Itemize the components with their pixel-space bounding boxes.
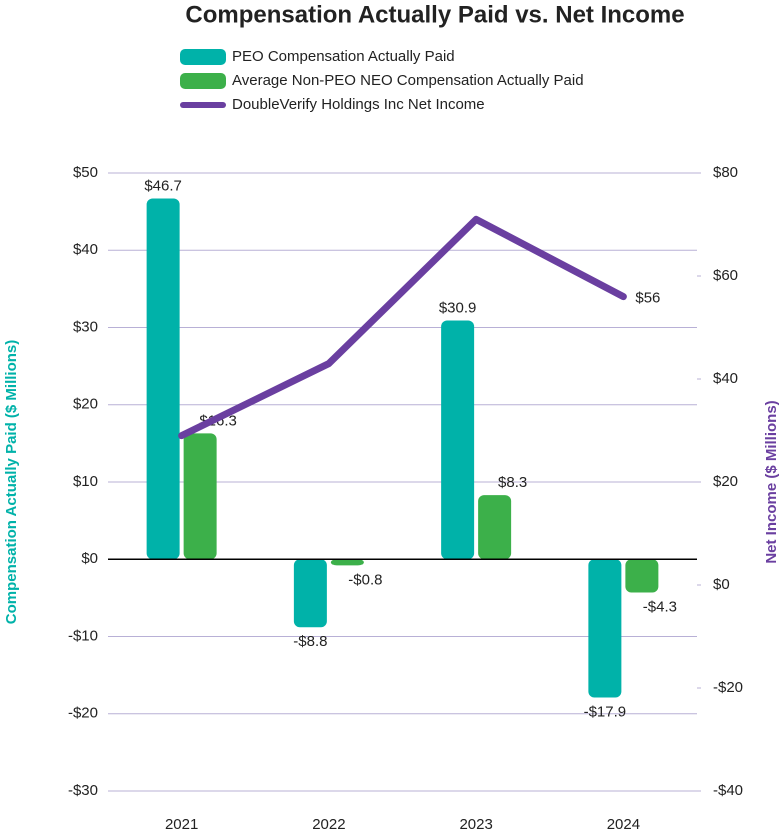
x-tick-label: 2023	[459, 816, 492, 833]
y2-tick-label: $80	[713, 164, 738, 181]
y-tick-label: -$30	[68, 782, 98, 799]
data-label: -$17.9	[584, 703, 627, 720]
bar	[588, 559, 622, 698]
y-tick-label: -$20	[68, 705, 98, 722]
bar	[293, 559, 327, 628]
data-label: -$4.3	[643, 598, 677, 615]
y-tick-label: $30	[73, 318, 98, 335]
x-tick-label: 2022	[312, 816, 345, 833]
data-label: -$0.8	[348, 571, 382, 588]
chart-title: Compensation Actually Paid vs. Net Incom…	[185, 1, 684, 28]
y2-tick-label: -$20	[713, 679, 743, 696]
y2-tick-label: $60	[713, 267, 738, 284]
legend-label: PEO Compensation Actually Paid	[232, 48, 455, 65]
y2-tick-label: -$40	[713, 782, 743, 799]
legend-swatch	[180, 49, 226, 65]
data-label: $8.3	[498, 474, 527, 491]
y-tick-label: -$10	[68, 627, 98, 644]
bar	[478, 495, 512, 560]
bar	[146, 198, 180, 560]
y-tick-label: $0	[81, 550, 98, 567]
bar	[183, 433, 217, 560]
legend-swatch	[180, 73, 226, 89]
bar	[625, 559, 659, 593]
y-tick-label: $50	[73, 164, 98, 181]
y2-axis-title: Net Income ($ Millions)	[763, 400, 780, 563]
legend-swatch	[180, 102, 226, 108]
bar	[441, 320, 475, 560]
y-tick-label: $20	[73, 396, 98, 413]
line	[178, 215, 627, 440]
data-label: $46.7	[144, 177, 182, 194]
legend-label: Average Non-PEO NEO Compensation Actuall…	[232, 72, 584, 89]
x-tick-label: 2021	[165, 816, 198, 833]
data-label: $30.9	[439, 300, 477, 317]
x-tick-label: 2024	[607, 816, 640, 833]
legend-label: DoubleVerify Holdings Inc Net Income	[232, 96, 485, 113]
y2-tick-label: $0	[713, 576, 730, 593]
y-tick-label: $10	[73, 473, 98, 490]
data-label: $56	[635, 290, 660, 307]
bar	[330, 559, 364, 566]
y2-tick-label: $40	[713, 370, 738, 387]
data-label: -$8.8	[293, 633, 327, 650]
y-tick-label: $40	[73, 241, 98, 258]
y-axis-title: Compensation Actually Paid ($ Millions)	[3, 340, 20, 624]
y2-tick-label: $20	[713, 473, 738, 490]
